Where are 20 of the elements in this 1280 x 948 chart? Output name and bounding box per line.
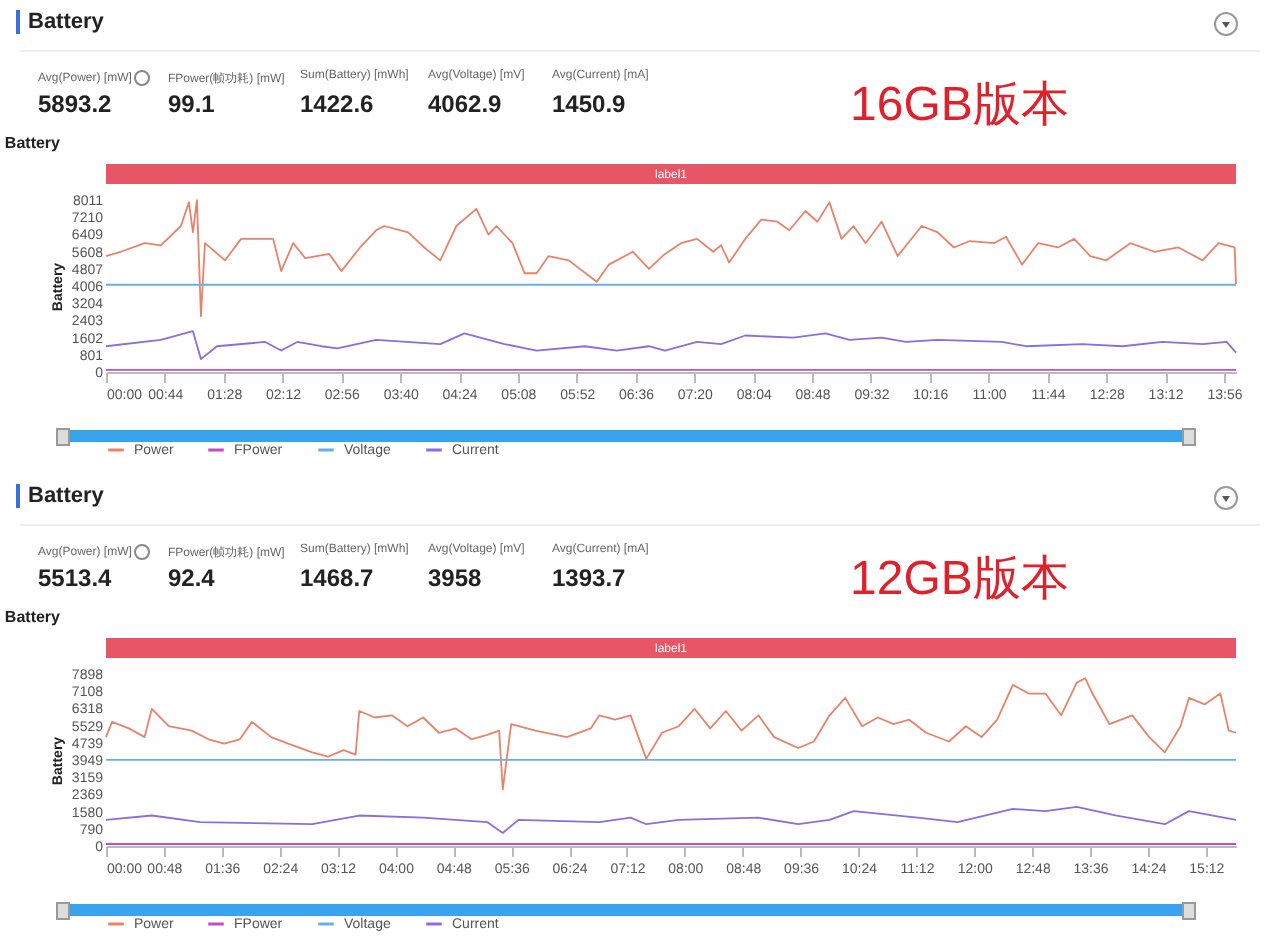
chart-title: Battery xyxy=(4,134,62,152)
text: 1468.7 xyxy=(300,564,374,592)
text: Battery xyxy=(16,484,104,508)
line-series xyxy=(105,805,1237,834)
line-series xyxy=(105,677,1237,791)
text: 99.1 xyxy=(168,90,215,118)
line-series xyxy=(105,199,1237,318)
text: 16GB版本 xyxy=(850,76,1069,136)
text: 1393.7 xyxy=(552,564,626,592)
text: 5513.4 xyxy=(38,564,112,592)
line-series xyxy=(105,330,1237,361)
text: 12GB版本 xyxy=(850,550,1069,610)
text: Battery xyxy=(16,10,104,34)
text: 92.4 xyxy=(168,564,215,592)
text: 5893.2 xyxy=(38,90,112,118)
text: 1422.6 xyxy=(300,90,374,118)
text: 4062.9 xyxy=(428,90,502,118)
text: 1450.9 xyxy=(552,90,626,118)
chart-title: Battery xyxy=(4,608,62,626)
text: 3958 xyxy=(428,564,482,592)
